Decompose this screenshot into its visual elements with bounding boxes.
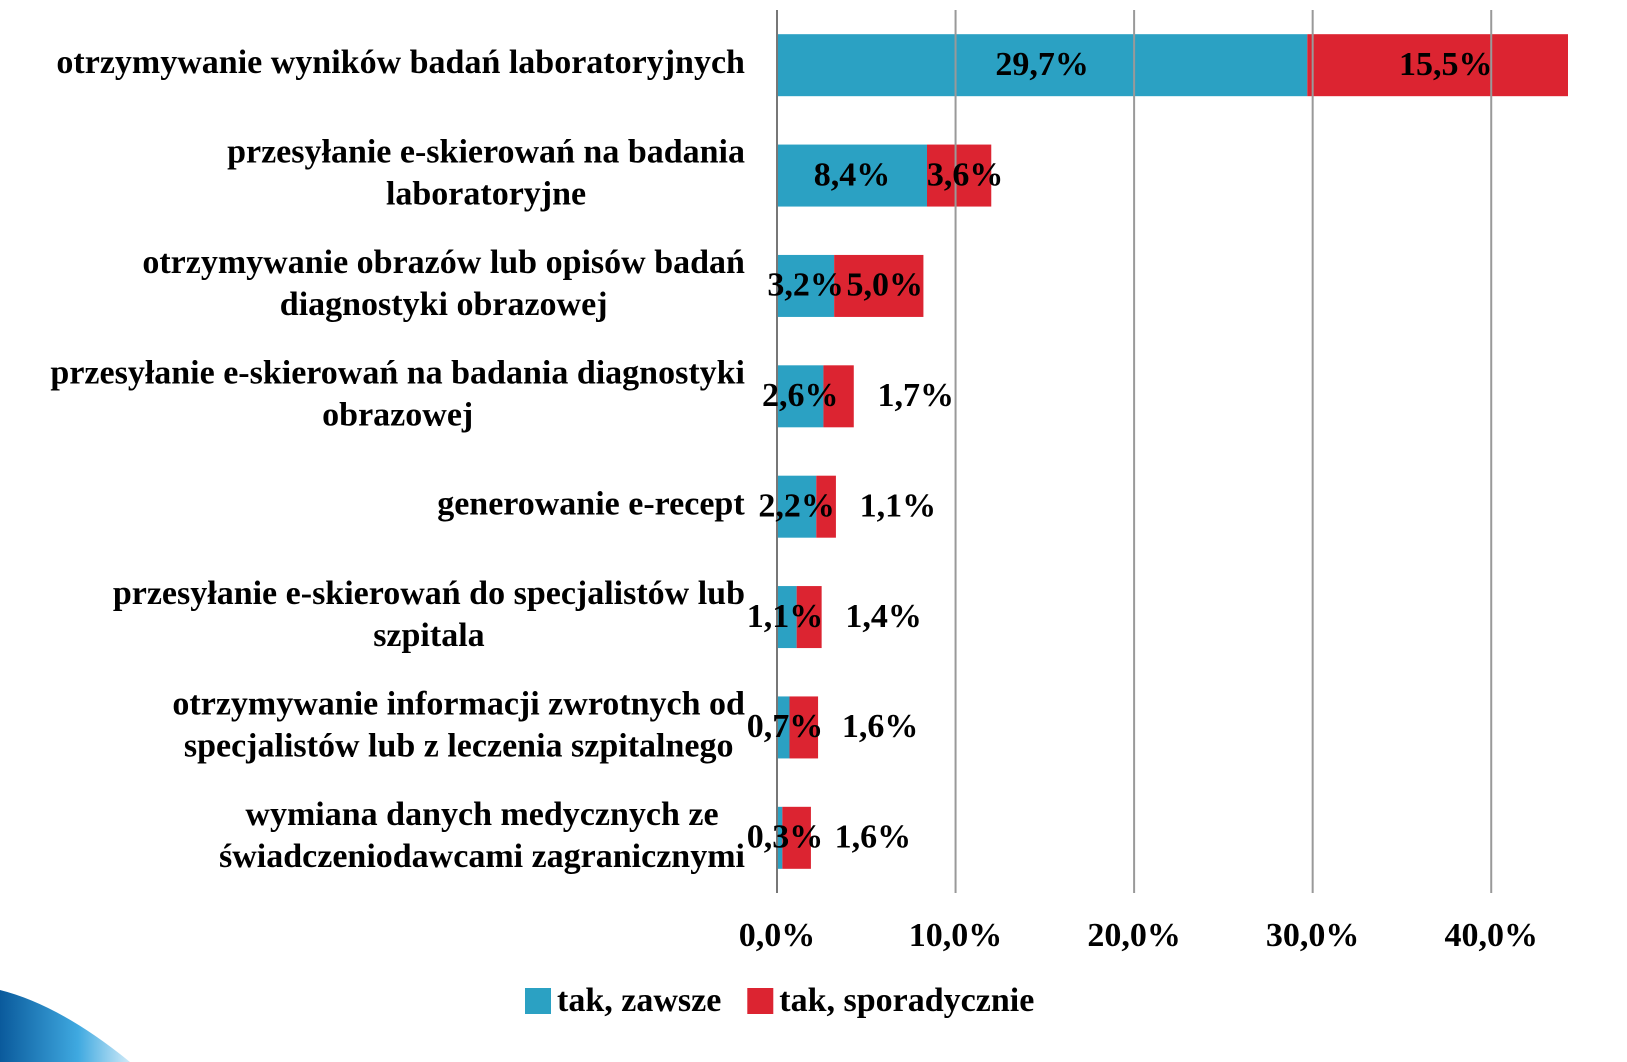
- data-label: 1,1%: [860, 487, 937, 524]
- bar-segment: [926, 144, 992, 207]
- data-label: 1,7%: [878, 377, 955, 414]
- data-label: 0,7%: [747, 708, 824, 745]
- x-tick-label: 30,0%: [1266, 917, 1360, 954]
- data-label: 29,7%: [995, 46, 1089, 83]
- x-tick-label: 10,0%: [909, 917, 1003, 954]
- bar-segment: [777, 254, 835, 317]
- legend-label: tak, zawsze: [557, 982, 721, 1019]
- decoration: [0, 990, 130, 1062]
- legend-swatch: [525, 988, 551, 1014]
- data-label: 15,5%: [1399, 46, 1493, 83]
- category-label: otrzymywanie obrazów lub opisów badań dia…: [142, 244, 745, 323]
- x-tick-label: 0,0%: [739, 917, 816, 954]
- x-tick-label: 20,0%: [1087, 917, 1181, 954]
- bar-segment: [777, 144, 927, 207]
- data-label: 1,1%: [747, 598, 824, 635]
- category-label: otrzymywanie informacji zwrotnych od spec…: [172, 685, 745, 764]
- bar-segment: [789, 696, 819, 759]
- bar-segment: [777, 586, 797, 649]
- data-label: 1,6%: [842, 708, 919, 745]
- plot-area: [777, 34, 1568, 869]
- bar-segment: [782, 806, 811, 869]
- data-label: 3,6%: [927, 156, 1004, 193]
- data-label: 2,2%: [758, 487, 835, 524]
- category-label: wymiana danych medycznych ze świadczeniod…: [219, 796, 745, 875]
- data-label: 1,4%: [845, 598, 922, 635]
- bar-segment: [823, 365, 854, 428]
- data-label: 1,6%: [835, 819, 912, 856]
- legend-label: tak, sporadycznie: [779, 982, 1034, 1019]
- category-label: przesyłanie e-skierowań na badania diagn…: [50, 354, 745, 433]
- category-label: przesyłanie e-skierowań do specjalistów …: [113, 575, 745, 654]
- category-label: przesyłanie e-skierowań na badania labora…: [227, 133, 745, 212]
- x-tick-label: 40,0%: [1444, 917, 1538, 954]
- data-label: 3,2%: [767, 267, 844, 304]
- bar-segment: [834, 254, 924, 317]
- bar-segment: [796, 586, 822, 649]
- bar-segment: [816, 475, 836, 538]
- category-label: generowanie e-recept: [437, 485, 745, 522]
- data-label: 8,4%: [814, 156, 891, 193]
- bar-segment: [777, 475, 817, 538]
- data-label: 5,0%: [847, 267, 924, 304]
- bar-segment: [1307, 34, 1568, 97]
- bar-segment: [777, 365, 824, 428]
- legend-swatch: [747, 988, 774, 1014]
- bar-segment: [777, 696, 790, 759]
- bar-segment: [777, 34, 1308, 97]
- data-label: 0,3%: [747, 819, 824, 856]
- bar-segment: [777, 806, 783, 869]
- data-label: 2,6%: [762, 377, 839, 414]
- category-label: otrzymywanie wyników badań laboratoryjny…: [56, 44, 745, 81]
